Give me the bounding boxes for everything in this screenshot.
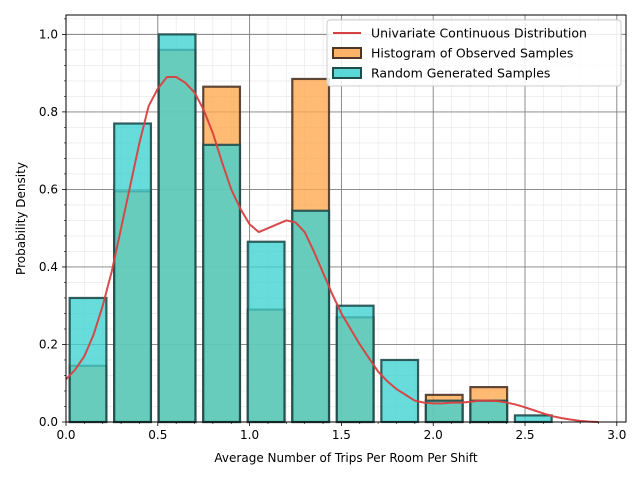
y-axis-ticks: 0.0 0.2 0.4 0.6 0.8 1.0 bbox=[39, 18, 66, 429]
generated-histogram bbox=[68, 33, 553, 424]
legend-label: Univariate Continuous Distribution bbox=[371, 26, 587, 41]
density-line bbox=[65, 76, 599, 423]
x-tick-label: 2.0 bbox=[424, 428, 443, 442]
y-tick-label: 0.8 bbox=[39, 105, 58, 119]
generated-bar bbox=[469, 399, 509, 424]
x-axis-ticks: 0.0 0.5 1.0 1.5 2.0 2.5 3.0 bbox=[56, 422, 626, 442]
y-tick-label: 0.0 bbox=[39, 415, 58, 429]
x-tick-label: 2.5 bbox=[515, 428, 534, 442]
x-tick-label: 0.5 bbox=[148, 428, 167, 442]
y-tick-label: 1.0 bbox=[39, 27, 58, 41]
x-tick-label: 1.0 bbox=[240, 428, 259, 442]
generated-bar bbox=[335, 304, 375, 424]
x-tick-label: 0.0 bbox=[56, 428, 75, 442]
generated-bar bbox=[513, 414, 553, 424]
legend: Univariate Continuous Distribution Histog… bbox=[326, 19, 622, 87]
legend-patch-swatch bbox=[332, 47, 362, 59]
x-axis-label: Average Number of Trips Per Room Per Shi… bbox=[214, 451, 477, 465]
x-tick-label: 3.0 bbox=[607, 428, 626, 442]
generated-bar bbox=[68, 296, 108, 424]
generated-bar bbox=[202, 143, 242, 424]
y-tick-label: 0.6 bbox=[39, 182, 58, 196]
axes-frame bbox=[65, 14, 627, 423]
legend-label: Histogram of Observed Samples bbox=[371, 46, 573, 61]
y-axis-label: Probability Density bbox=[14, 162, 28, 275]
x-tick-label: 1.5 bbox=[332, 428, 351, 442]
legend-box bbox=[326, 19, 622, 87]
generated-bar bbox=[157, 33, 197, 424]
generated-bar bbox=[246, 240, 286, 424]
generated-bar bbox=[113, 122, 153, 424]
y-tick-label: 0.2 bbox=[39, 337, 58, 351]
y-tick-label: 0.4 bbox=[39, 260, 58, 274]
legend-patch-swatch bbox=[332, 67, 362, 79]
legend-label: Random Generated Samples bbox=[371, 66, 550, 81]
